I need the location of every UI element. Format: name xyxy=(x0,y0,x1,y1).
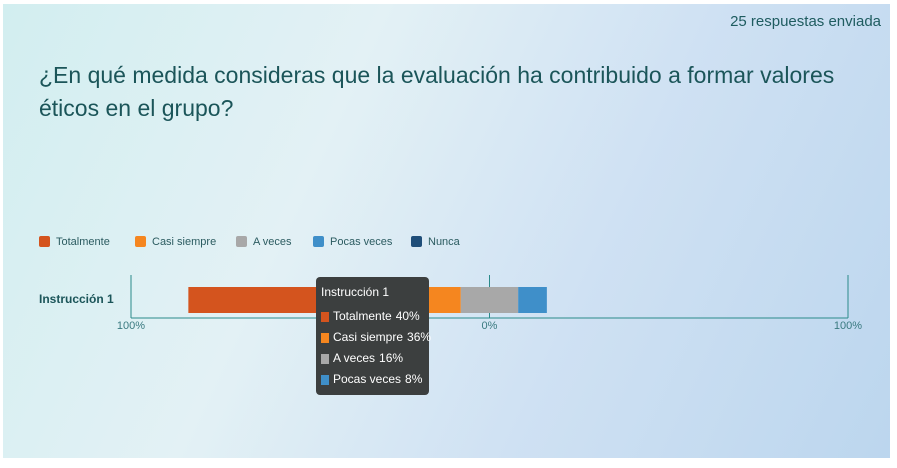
x-tick-label: 0% xyxy=(482,320,498,332)
legend-label: Totalmente xyxy=(56,236,110,248)
tooltip-box xyxy=(316,277,429,395)
chart: Totalmente Casi siempre A veces Pocas veces… xyxy=(39,236,862,395)
tooltip-name: A veces xyxy=(333,351,375,365)
tooltip-name: Pocas veces xyxy=(333,372,401,386)
tooltip-entry: Casi siempre 36% xyxy=(333,330,431,344)
tooltip-title: Instrucción 1 xyxy=(321,285,389,299)
legend-label: Nunca xyxy=(428,236,461,248)
tooltip-value: 16% xyxy=(379,351,403,365)
legend-swatch xyxy=(313,236,324,247)
tooltip-name: Totalmente xyxy=(333,309,392,323)
x-tick-label: 100% xyxy=(834,320,862,332)
tooltip-swatch xyxy=(321,354,329,364)
bar-segment xyxy=(518,287,547,313)
legend-label: Pocas veces xyxy=(330,236,393,248)
tooltip-entry: A veces 16% xyxy=(333,351,403,365)
legend-swatch xyxy=(411,236,422,247)
legend-label: Casi siempre xyxy=(152,236,216,248)
tooltip-entry: Totalmente 40% xyxy=(333,309,420,323)
tooltip-value: 8% xyxy=(405,372,423,386)
tooltip: Instrucción 1 Totalmente 40% Casi siempre 36… xyxy=(316,277,431,395)
bar-segment xyxy=(188,287,332,313)
response-count: 25 respuestas enviada xyxy=(730,13,881,30)
legend-swatch xyxy=(135,236,146,247)
form-card: 25 respuestas enviada ¿En qué medida con… xyxy=(3,4,890,458)
question-title: ¿En qué medida consideras que la evaluac… xyxy=(39,62,835,121)
tooltip-value: 36% xyxy=(407,330,431,344)
bar-segment xyxy=(460,287,519,313)
legend-swatch xyxy=(236,236,247,247)
tooltip-name: Casi siempre xyxy=(333,330,403,344)
row-label: Instrucción 1 xyxy=(39,292,114,306)
x-tick-label: 100% xyxy=(117,320,145,332)
tooltip-swatch xyxy=(321,375,329,385)
tooltip-entry: Pocas veces 8% xyxy=(333,372,423,386)
tooltip-value: 40% xyxy=(396,309,420,323)
legend-swatch xyxy=(39,236,50,247)
tooltip-swatch xyxy=(321,333,329,343)
legend-label: A veces xyxy=(253,236,292,248)
tooltip-swatch xyxy=(321,312,329,322)
